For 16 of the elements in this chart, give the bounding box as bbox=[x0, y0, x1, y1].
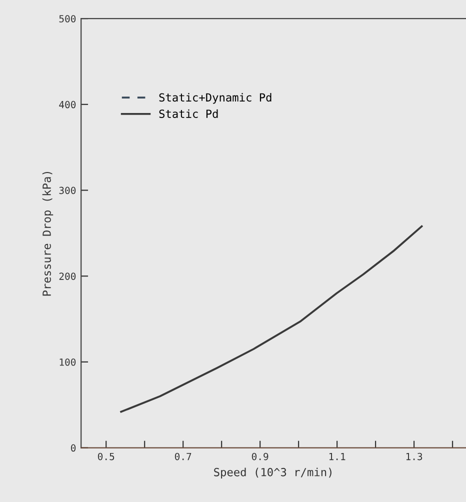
x-tick-label: 0.5 bbox=[98, 452, 114, 460]
x-tick-label: 0.7 bbox=[174, 452, 192, 460]
y-tick-label: 400 bbox=[59, 100, 76, 108]
x-tick-label: 1.1 bbox=[329, 452, 346, 460]
legend-label: Static Pd bbox=[159, 109, 218, 118]
legend-label: Static+Dynamic Pd bbox=[159, 93, 272, 104]
y-tick-label: 100 bbox=[60, 358, 76, 366]
y-tick-label: 500 bbox=[59, 15, 76, 22]
y-axis-title: Pressure Drop (kPa) bbox=[42, 172, 54, 296]
line-series bbox=[120, 225, 423, 413]
y-tick-label: 300 bbox=[59, 186, 76, 194]
x-tick-label: 0.9 bbox=[252, 452, 268, 460]
y-tick-label: 0 bbox=[71, 444, 76, 452]
x-tick-label: 1.3 bbox=[406, 452, 422, 460]
y-tick-label: 200 bbox=[59, 272, 76, 280]
x-axis-title: Speed (10^3 r/min) bbox=[214, 468, 332, 478]
